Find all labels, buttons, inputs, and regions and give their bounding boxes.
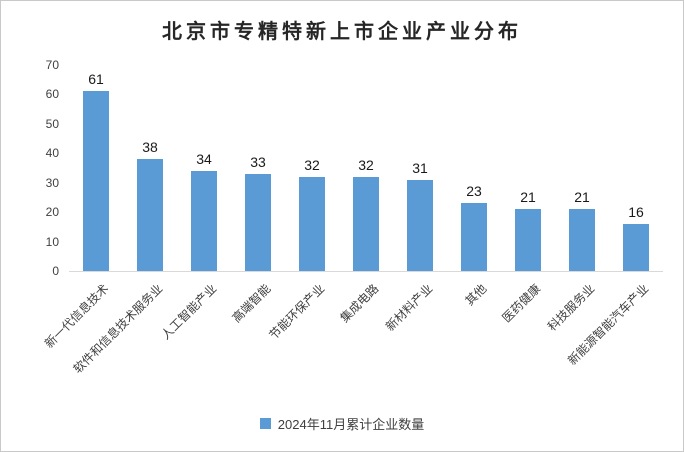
x-category-label: 其他 — [462, 281, 490, 309]
y-tick-label: 40 — [45, 146, 59, 161]
bar-value-label: 21 — [520, 189, 536, 206]
bar — [191, 170, 217, 271]
bar-value-label: 38 — [142, 139, 158, 156]
x-category-label: 医药健康 — [499, 281, 544, 326]
x-category-label: 人工智能产业 — [158, 281, 220, 343]
bar — [83, 91, 109, 271]
bar-value-label: 23 — [466, 183, 482, 200]
y-tick-label: 0 — [52, 264, 59, 278]
bar-value-label: 34 — [196, 150, 212, 167]
bar-value-label: 33 — [250, 153, 266, 170]
y-tick-label: 20 — [45, 205, 59, 220]
legend: 2024年11月累计企业数量 — [1, 414, 683, 433]
bar-value-label: 32 — [358, 156, 374, 173]
bar — [569, 209, 595, 271]
x-category-label: 高端智能 — [229, 281, 274, 326]
bar-value-label: 32 — [304, 156, 320, 173]
x-category-label: 节能环保产业 — [266, 281, 328, 343]
x-category-label: 科技服务业 — [544, 281, 598, 334]
bar — [137, 159, 163, 271]
x-axis-line — [69, 271, 663, 272]
y-tick-label: 70 — [45, 58, 59, 72]
x-category-label: 新材料产业 — [382, 281, 436, 334]
legend-marker-icon — [259, 418, 271, 429]
bar-value-label: 31 — [412, 159, 428, 176]
y-tick-label: 10 — [45, 234, 59, 249]
chart-title: 北京市专精特新上市企业产业分布 — [162, 21, 522, 43]
y-tick-label: 60 — [45, 87, 59, 102]
x-category-label: 集成电路 — [337, 281, 382, 326]
legend-label: 2024年11月累计企业数量 — [277, 417, 425, 432]
bar — [515, 209, 541, 271]
bar-value-label: 21 — [574, 189, 590, 206]
y-tick-label: 50 — [45, 116, 59, 131]
bar — [461, 203, 487, 271]
bar-value-label: 61 — [88, 71, 104, 88]
bar — [623, 223, 649, 271]
bar — [299, 176, 325, 271]
bar — [245, 173, 271, 271]
y-tick-label: 30 — [45, 175, 59, 190]
bar — [407, 179, 433, 271]
bar — [353, 176, 379, 271]
bar-value-label: 16 — [628, 203, 644, 220]
